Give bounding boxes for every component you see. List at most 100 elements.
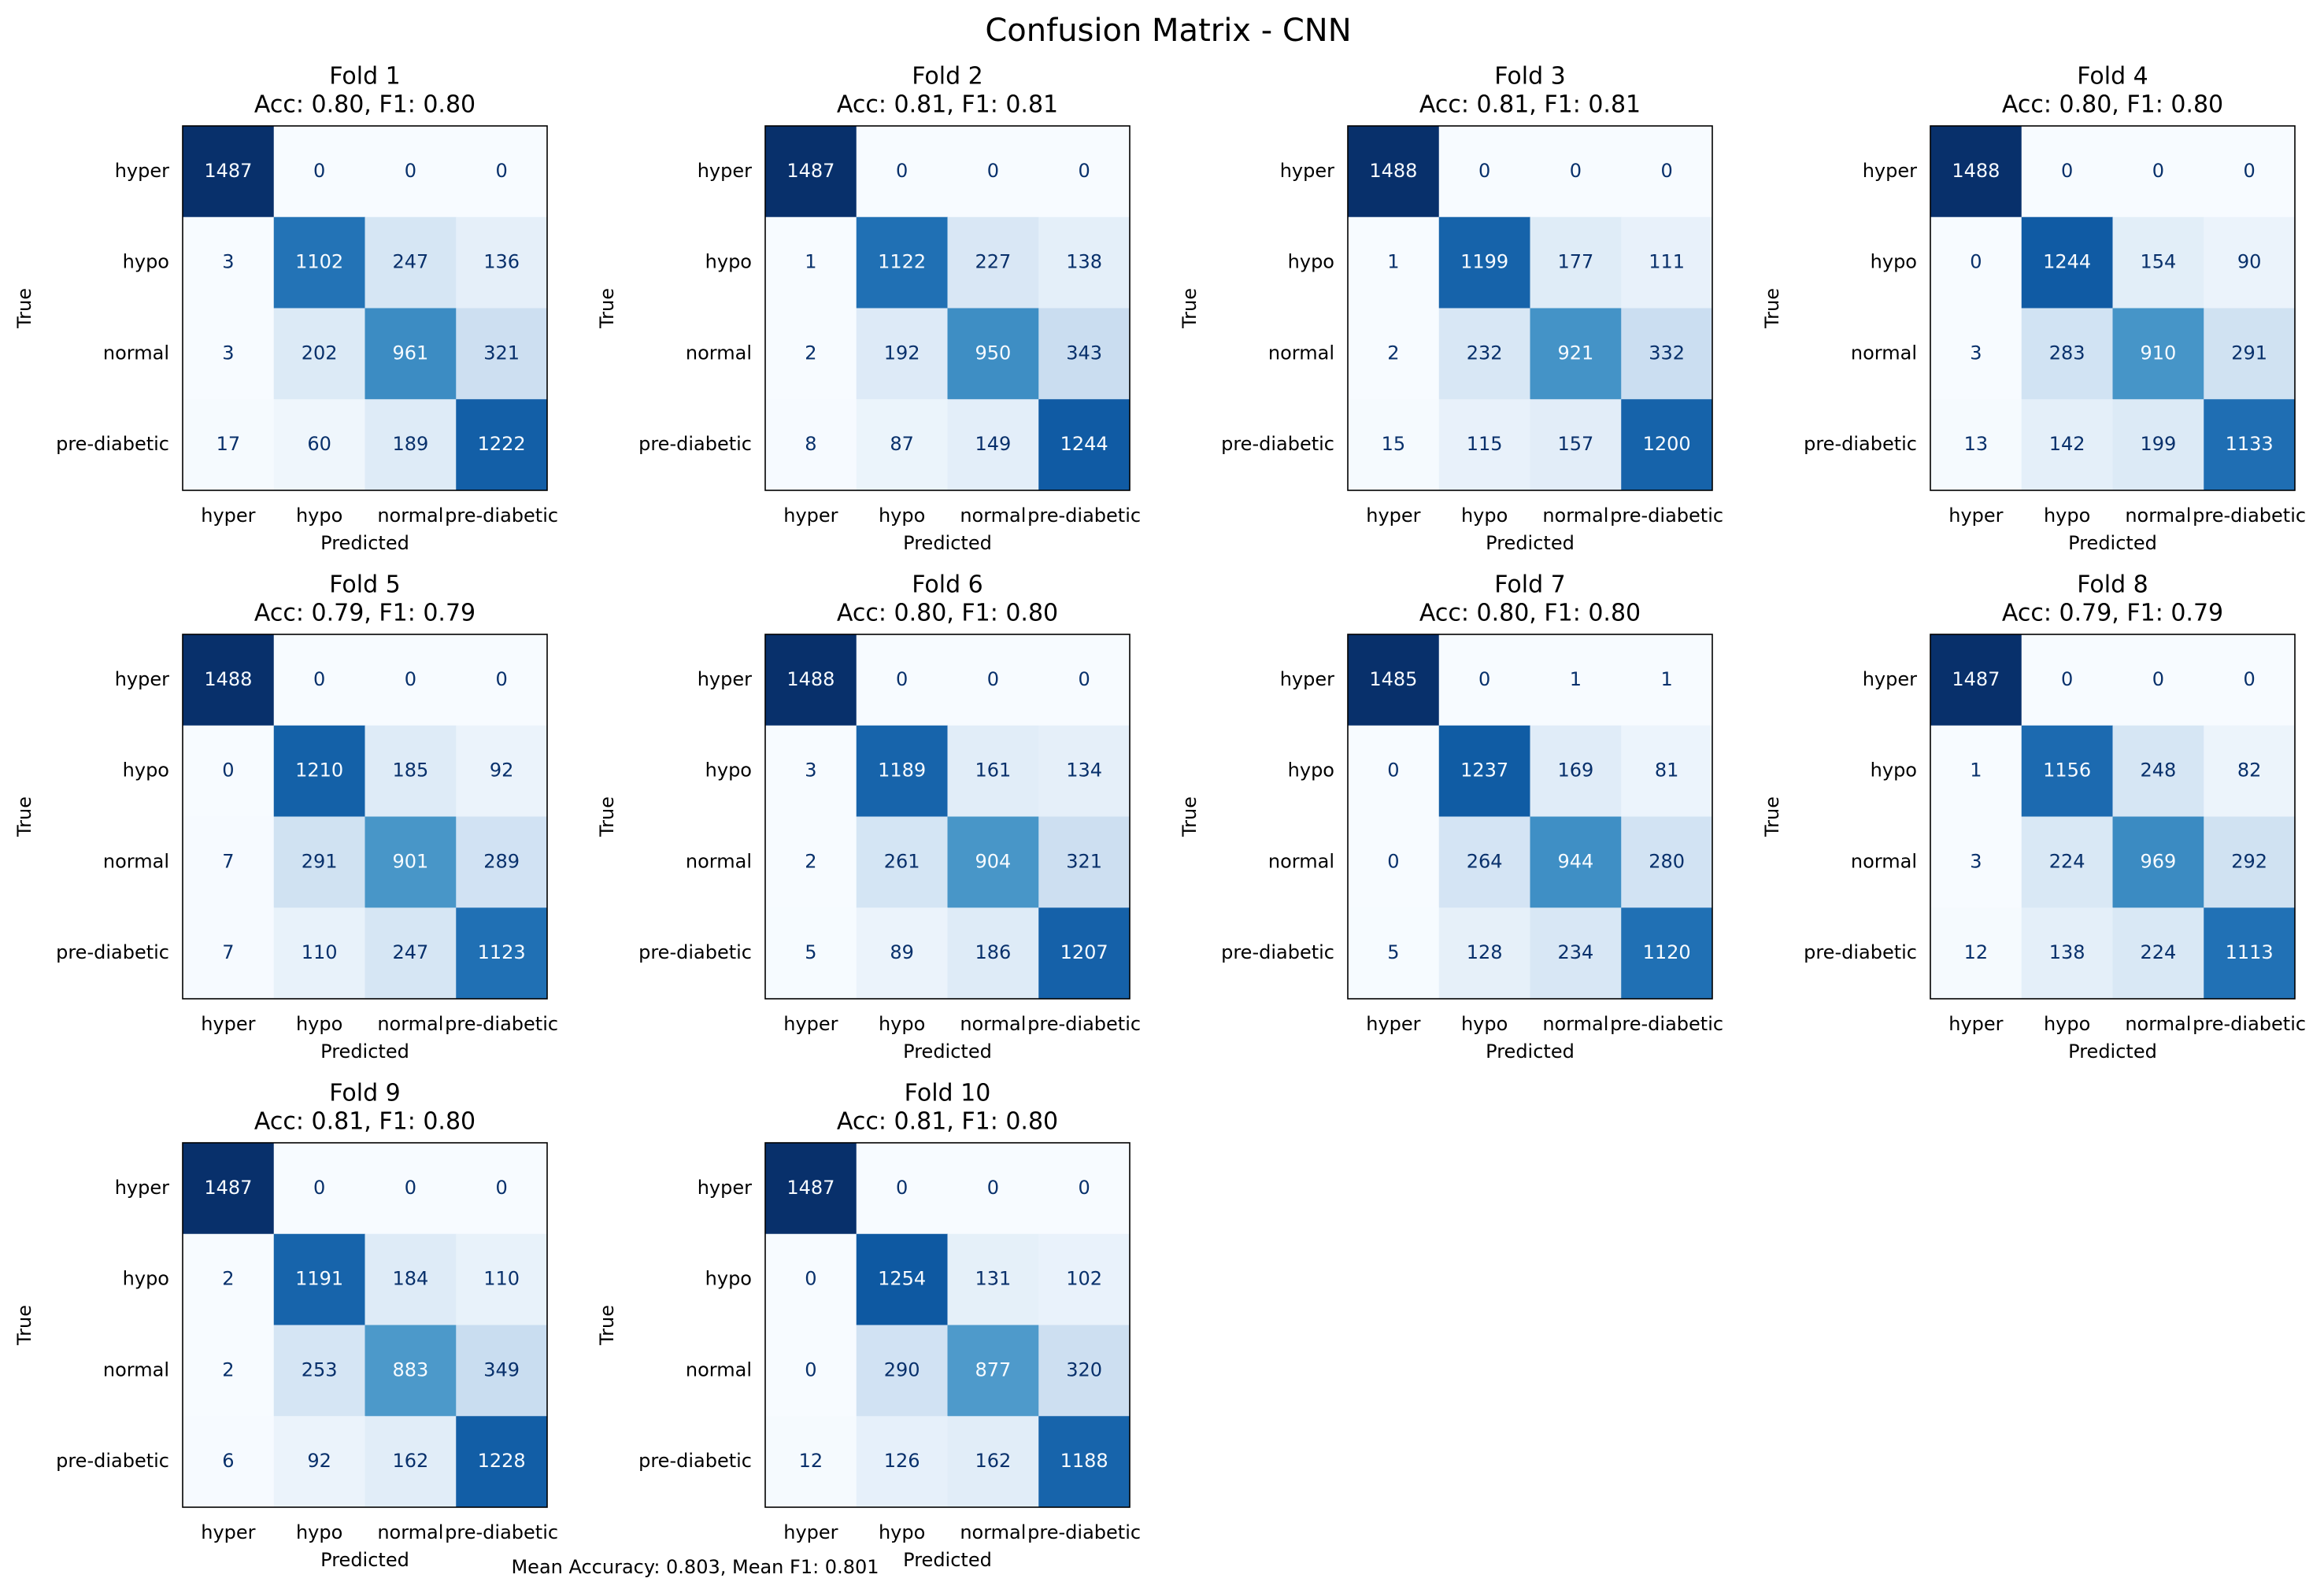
cell-label: 0 <box>1078 668 1090 690</box>
heatmap-cell <box>2021 725 2113 817</box>
heatmap-cell <box>856 1143 948 1235</box>
heatmap-cell <box>856 126 948 218</box>
cell-label: 1487 <box>204 1177 252 1199</box>
y-tick-label: hypo <box>705 251 752 273</box>
heatmap-cell <box>1930 126 2022 218</box>
heatmap-cell <box>273 725 365 817</box>
heatmap-cell <box>1348 634 1440 726</box>
heatmap-cell <box>1438 216 1530 309</box>
cell-label: 1254 <box>878 1268 926 1290</box>
axes-frame <box>1930 634 2296 1000</box>
heatmap-cell <box>183 308 275 400</box>
heatmap-cell <box>856 725 948 817</box>
heatmap-cell <box>1038 634 1131 726</box>
heatmap-cell <box>765 816 857 908</box>
heatmap-cell <box>2021 308 2113 400</box>
heatmap-cell <box>1530 634 1622 726</box>
x-tick-label: hypo <box>296 1521 342 1543</box>
x-axis-label: Predicted <box>903 1549 992 1571</box>
heatmap-cell <box>2112 308 2204 400</box>
heatmap-cell <box>765 216 857 309</box>
x-tick-label: pre-diabetic <box>1610 505 1723 527</box>
cell-label: 261 <box>884 850 920 872</box>
cell-label: 1487 <box>786 160 834 182</box>
x-tick-label: hypo <box>2044 505 2090 527</box>
cell-label: 0 <box>405 1177 416 1199</box>
y-axis-label: True <box>13 1305 35 1346</box>
heatmap-cell <box>1438 725 1530 817</box>
heatmap-cell <box>273 216 365 309</box>
y-tick-label: hypo <box>705 760 752 782</box>
heatmap-cell <box>2112 216 2204 309</box>
cell-label: 115 <box>1467 433 1503 455</box>
cell-label: 321 <box>1066 850 1102 872</box>
heatmap-cell <box>2204 216 2296 309</box>
y-tick-label: hypo <box>1288 251 1334 273</box>
plot-subtitle: Acc: 0.81, F1: 0.81 <box>837 91 1058 119</box>
heatmap-cell <box>1348 816 1440 908</box>
cell-label: 0 <box>1570 160 1582 182</box>
y-tick-label: pre-diabetic <box>56 941 169 963</box>
heatmap-cell <box>947 816 1039 908</box>
heatmap-cell <box>365 1143 457 1235</box>
cell-label: 60 <box>307 433 331 455</box>
cell-label: 0 <box>2152 160 2164 182</box>
heatmap-cell <box>2204 634 2296 726</box>
heatmap-cell <box>1530 907 1622 1000</box>
axes-frame <box>764 634 1131 1000</box>
y-tick-label: hypo <box>123 1268 169 1290</box>
heatmap-cell <box>1930 907 2022 1000</box>
y-tick-label: pre-diabetic <box>1221 941 1334 963</box>
heatmap-cell <box>856 399 948 491</box>
cell-label: 138 <box>2049 941 2085 963</box>
cell-label: 149 <box>975 433 1011 455</box>
heatmap-cell <box>2204 399 2296 491</box>
x-tick-label: normal <box>2125 1013 2191 1035</box>
heatmap-cell <box>456 1325 548 1417</box>
cell-label: 0 <box>495 668 507 690</box>
heatmap-cell <box>856 216 948 309</box>
cell-label: 289 <box>483 850 520 872</box>
heatmap-cell <box>947 634 1039 726</box>
x-tick-label: normal <box>377 1013 443 1035</box>
cell-label: 157 <box>1557 433 1593 455</box>
x-tick-label: normal <box>960 505 1026 527</box>
axes-frame <box>764 1142 1131 1508</box>
y-tick-label: hyper <box>1863 668 1917 690</box>
axes-frame <box>1347 125 1713 491</box>
heatmap-cell <box>2204 126 2296 218</box>
y-tick-label: normal <box>103 342 169 364</box>
cell-label: 0 <box>495 1177 507 1199</box>
y-tick-label: hypo <box>1871 251 1917 273</box>
heatmap-cell <box>2021 634 2113 726</box>
cell-label: 128 <box>1467 941 1503 963</box>
cell-label: 232 <box>1467 342 1503 364</box>
heatmap-cell <box>456 1233 548 1325</box>
cell-label: 3 <box>1970 342 1982 364</box>
y-tick-label: pre-diabetic <box>1804 941 1917 963</box>
heatmap-cell <box>2204 816 2296 908</box>
heatmap-cell <box>1038 1416 1131 1508</box>
cell-label: 292 <box>2231 850 2267 872</box>
heatmap-cell <box>1438 399 1530 491</box>
cell-label: 3 <box>1970 850 1982 872</box>
cell-label: 1156 <box>2043 760 2091 782</box>
heatmap-cell <box>947 308 1039 400</box>
heatmap-cell <box>765 907 857 1000</box>
cell-label: 12 <box>799 1450 823 1472</box>
cell-label: 0 <box>1970 251 1982 273</box>
cell-label: 142 <box>2049 433 2085 455</box>
heatmap-cell <box>2112 126 2204 218</box>
heatmap-cell <box>1621 725 1713 817</box>
cell-label: 161 <box>975 760 1011 782</box>
cell-label: 280 <box>1649 850 1685 872</box>
cell-label: 883 <box>392 1358 428 1380</box>
y-tick-label: normal <box>686 850 752 872</box>
heatmap-cell <box>183 725 275 817</box>
heatmap-cell <box>456 1143 548 1235</box>
heatmap-cell <box>947 399 1039 491</box>
heatmap-cell <box>2112 399 2204 491</box>
plot-title: Fold 5 <box>329 571 401 599</box>
heatmap-cell <box>1530 216 1622 309</box>
heatmap-cell <box>1038 907 1131 1000</box>
